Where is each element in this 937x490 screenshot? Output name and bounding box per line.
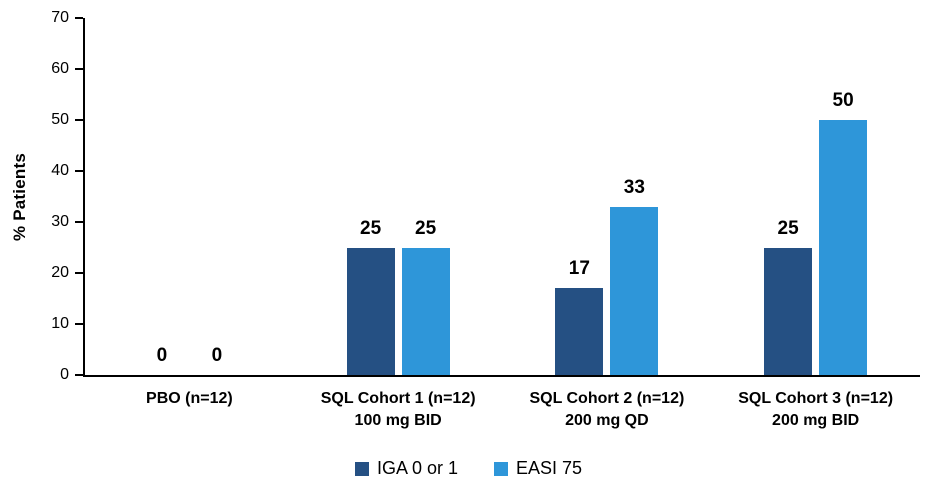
legend-label: IGA 0 or 1 <box>376 458 458 478</box>
x-category-label: SQL Cohort 3 (n=12) 200 mg BID <box>738 390 894 429</box>
legend-item: IGA 0 or 1 <box>354 458 458 479</box>
y-axis-tick <box>75 170 83 172</box>
y-axis-line <box>83 18 85 377</box>
y-axis-tick <box>75 17 83 19</box>
y-tick-label: 30 <box>51 213 69 230</box>
bar-value-label: 17 <box>568 258 590 280</box>
y-tick-label: 20 <box>51 264 69 281</box>
bar-value-label: 33 <box>623 176 645 198</box>
x-category-label: SQL Cohort 2 (n=12) 200 mg QD <box>529 390 685 429</box>
legend-item: EASI 75 <box>494 458 582 479</box>
bar-value-label: 50 <box>832 90 854 111</box>
bar <box>346 247 395 375</box>
bar-value-label: 25 <box>777 217 799 239</box>
bar <box>401 247 450 375</box>
x-axis-line <box>83 375 920 377</box>
bar-value-label: 25 <box>415 217 437 239</box>
legend: IGA 0 or 1 EASI 75 <box>0 458 937 479</box>
bar <box>764 247 813 375</box>
bar-value-label: 25 <box>360 217 382 239</box>
y-tick-label: 70 <box>51 9 69 26</box>
bar-value-label: 0 <box>156 345 168 366</box>
x-category-label: SQL Cohort 1 (n=12) 100 mg BID <box>320 390 476 429</box>
y-tick-label: 50 <box>51 111 69 128</box>
y-axis-title: % Patients <box>10 153 29 241</box>
y-tick-label: 10 <box>51 315 69 332</box>
y-axis-tick <box>75 323 83 325</box>
bar <box>555 288 604 375</box>
bar <box>610 206 659 375</box>
y-tick-label: 40 <box>51 162 69 179</box>
y-tick-label: 0 <box>60 366 69 383</box>
y-axis-tick <box>75 119 83 121</box>
bar <box>819 120 868 375</box>
y-axis-tick <box>75 374 83 376</box>
y-axis-tick <box>75 68 83 70</box>
legend-swatch-icon <box>494 461 508 476</box>
y-axis-tick <box>75 272 83 274</box>
y-tick-label: 60 <box>51 60 69 77</box>
legend-swatch-icon <box>354 461 369 476</box>
bar-value-label: 0 <box>211 345 223 366</box>
x-category-label: PBO (n=12) <box>146 390 233 407</box>
y-axis-tick <box>75 221 83 223</box>
legend-label: EASI 75 <box>516 458 583 478</box>
